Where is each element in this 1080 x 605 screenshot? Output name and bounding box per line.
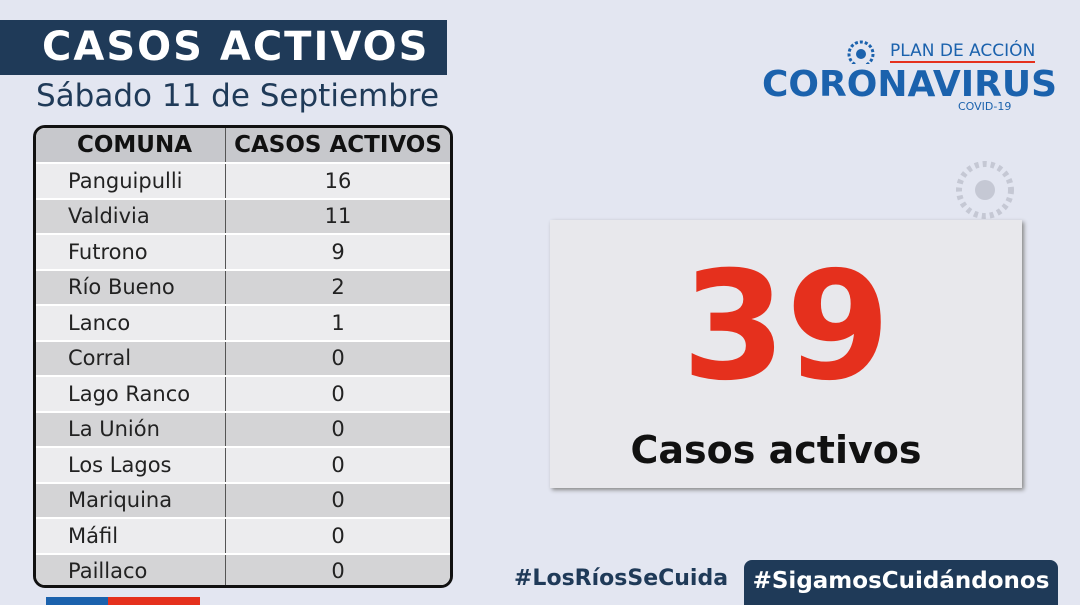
table-row: Futrono 9 (36, 235, 450, 271)
virus-icon (847, 40, 875, 64)
cases-cell: 2 (331, 275, 345, 300)
table-row: Mariquina 0 (36, 483, 450, 519)
cases-cell: 0 (331, 523, 345, 548)
table-row: Paillaco 0 (36, 554, 450, 585)
cases-cell: 0 (331, 346, 345, 371)
table-row: Panguipulli 16 (36, 164, 450, 200)
comuna-cell: Los Lagos (36, 448, 226, 482)
cases-cell: 0 (331, 559, 345, 584)
title: CASOS ACTIVOS (0, 20, 447, 75)
comuna-cell: Futrono (36, 235, 226, 269)
logo-main: CORONAVIRUS (762, 64, 1058, 105)
table-row: Corral 0 (36, 341, 450, 377)
comuna-cell: Mariquina (36, 483, 226, 517)
total-label: Casos activos (630, 428, 922, 472)
summary-box (550, 220, 1022, 488)
header-cell: CASOS ACTIVOS (234, 132, 442, 158)
cases-cell: 11 (324, 204, 352, 229)
hashtag-button: #SigamosCuidándonos (744, 560, 1058, 605)
table-row: Los Lagos 0 (36, 448, 450, 484)
header-row: COMUNA CASOS ACTIVOS (36, 128, 450, 164)
logo-sub: COVID-19 (958, 100, 1012, 113)
comuna-cell: Máfil (36, 519, 226, 553)
date: Sábado 11 de Septiembre (36, 78, 440, 114)
stripe (108, 597, 200, 605)
comuna-cell: Paillaco (36, 554, 226, 585)
comuna-cell: Corral (36, 341, 226, 375)
hashtag: #LosRíosSeCuida (514, 566, 729, 591)
table: COMUNA CASOS ACTIVOS Panguipulli 16 Valdivia… (33, 125, 453, 588)
cases-cell: 0 (331, 452, 345, 477)
table-row: Valdivia 11 (36, 199, 450, 235)
cases-cell: 16 (324, 168, 352, 193)
cases-cell: 9 (331, 239, 345, 264)
table-row: Lanco 1 (36, 306, 450, 342)
cases-cell: 0 (331, 381, 345, 406)
total: 39 (681, 240, 891, 414)
logo-line: PLAN DE ACCIÓN (890, 41, 1036, 63)
virus-watermark (956, 161, 1014, 219)
comuna-cell: Río Bueno (36, 270, 226, 304)
comuna-cell: Panguipulli (36, 164, 226, 198)
comuna-cell: La Unión (36, 412, 226, 446)
table-row: La Unión 0 (36, 412, 450, 448)
stripe (46, 597, 108, 605)
comuna-cell: Lanco (36, 306, 226, 340)
table-row: Río Bueno 2 (36, 270, 450, 306)
header-cell: COMUNA (36, 128, 226, 162)
comuna-cell: Lago Ranco (36, 377, 226, 411)
cases-cell: 1 (331, 310, 345, 335)
comuna-cell: Valdivia (36, 199, 226, 233)
cases-cell: 0 (331, 488, 345, 513)
table-row: Máfil 0 (36, 519, 450, 555)
table-row: Lago Ranco 0 (36, 377, 450, 413)
cases-cell: 0 (331, 417, 345, 442)
